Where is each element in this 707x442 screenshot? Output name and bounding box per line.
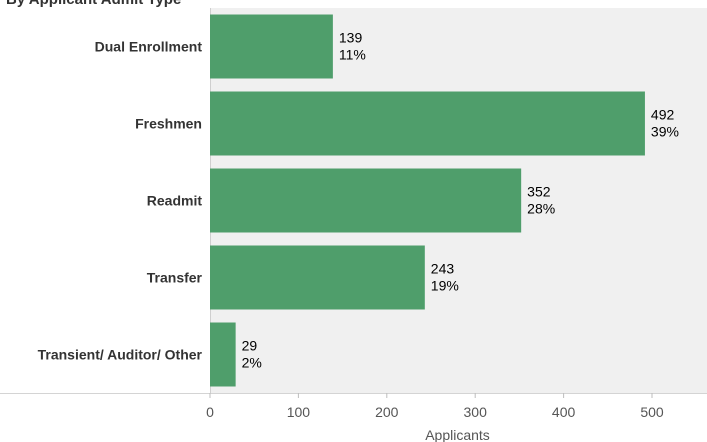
category-label: Transient/ Auditor/ Other [38,347,203,363]
x-tick-label: 100 [287,404,311,420]
category-label: Transfer [147,270,203,286]
percent-label: 19% [431,278,459,294]
value-label: 29 [242,338,258,354]
chart-title: By Applicant Admit Type [6,0,181,8]
percent-label: 28% [527,201,555,217]
x-tick-label: 500 [640,404,664,420]
x-tick-label: 200 [375,404,399,420]
value-label: 139 [339,30,363,46]
x-tick-label: 400 [552,404,576,420]
category-label: Readmit [147,193,203,209]
bar [210,168,522,233]
x-tick-label: 0 [206,404,214,420]
percent-label: 39% [651,124,679,140]
bar [210,14,333,79]
category-label: Dual Enrollment [95,39,203,55]
value-label: 352 [527,184,551,200]
x-axis-title: Applicants [425,427,490,442]
percent-label: 2% [242,355,262,371]
bar [210,91,645,156]
value-label: 492 [651,107,675,123]
bar [210,245,425,310]
value-label: 243 [431,261,455,277]
category-label: Freshmen [135,116,202,132]
bar [210,322,236,387]
x-tick-label: 300 [464,404,488,420]
percent-label: 11% [339,47,366,63]
